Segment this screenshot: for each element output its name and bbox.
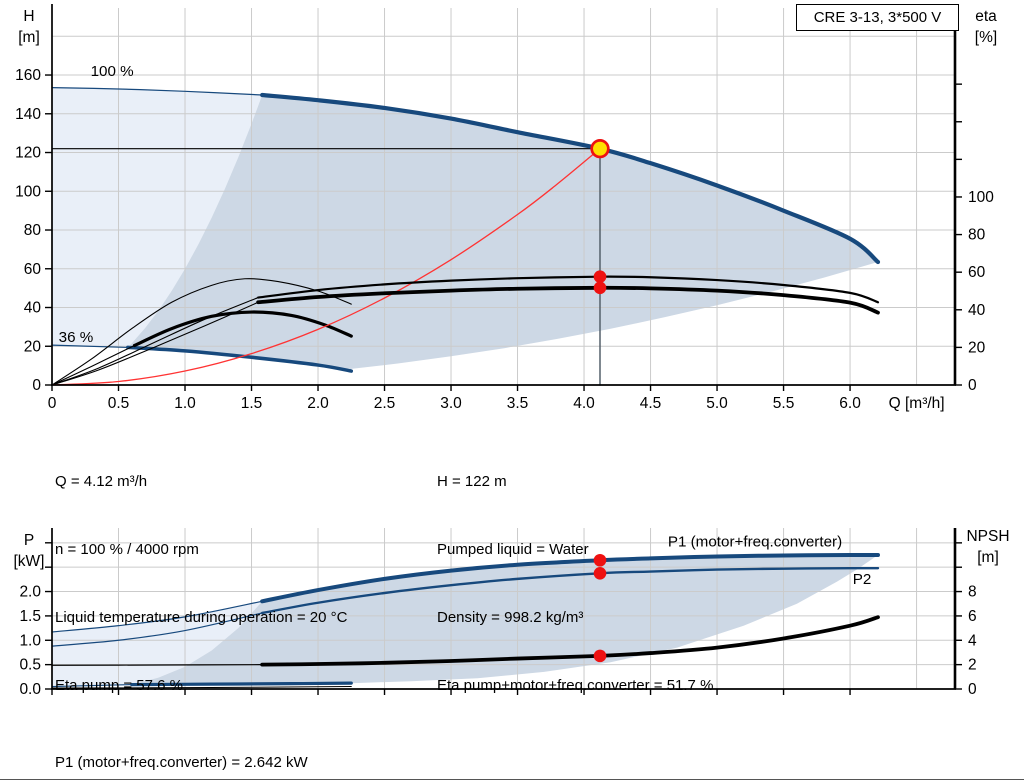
pump-curve-36pct (126, 345, 354, 373)
npsh-right-axis-title: NPSH [m] (956, 526, 1020, 568)
y-left-tick-label: 40 (24, 300, 42, 317)
qh-left-axis-unit: [m] (18, 29, 40, 46)
x-tick-label: 5.0 (706, 395, 728, 412)
npsh-duty-dot (593, 649, 607, 663)
x-tick-label: 6.0 (839, 395, 861, 412)
y-left-tick-label: 1.0 (19, 632, 41, 649)
eta-total-100pct-lead (51, 301, 259, 386)
x-tick-label: 3.0 (440, 395, 462, 412)
duty-info-right: H = 122 m Pumped liquid = Water Density … (437, 426, 713, 742)
y-right-tick-label: 60 (968, 264, 986, 281)
speed-36pct-label: 36 % (59, 329, 94, 346)
qh-right-axis-title: eta [%] (962, 6, 1010, 48)
qh-left-axis-symbol: H (23, 8, 35, 25)
y-left-tick-label: 60 (24, 261, 42, 278)
qh-left-axis-title: H [m] (8, 6, 50, 48)
y-left-tick-label: 120 (15, 145, 41, 162)
y-left-tick-label: 0.0 (19, 681, 41, 698)
info-line-head: H = 122 m (437, 473, 507, 491)
y-right-tick-label: 6 (968, 608, 977, 625)
y-right-tick-label: 2 (968, 657, 977, 674)
info-line-speed: n = 100 % / 4000 rpm (55, 540, 199, 558)
y-right-tick-label: 0 (968, 681, 977, 698)
y-left-tick-label: 100 (15, 183, 41, 200)
y-right-tick-label: 100 (968, 189, 994, 206)
power-npsh-chart: 0.0 0.5 1.0 1.5 2.0 0 2 4 6 8 P1 (motor+freq.conve… (19, 528, 977, 698)
eta-total-36pct-lead (51, 344, 136, 386)
npsh-right-axis-unit: [m] (977, 549, 999, 566)
y-right-tick-label: 8 (968, 584, 977, 601)
npsh-right-axis-symbol: NPSH (966, 528, 1010, 545)
power-left-axis-symbol: P (23, 532, 35, 549)
info-line-temperature: Liquid temperature during operation = 20… (55, 608, 348, 626)
x-tick-label: 2.0 (307, 395, 329, 412)
eta-total-36pct (132, 310, 353, 348)
power-left-axis-unit: [kW] (13, 553, 45, 570)
eta-pump-duty-dot (593, 270, 607, 283)
pump-curve-36pct-lead (51, 344, 129, 349)
y-right-tick-label: 0 (968, 377, 977, 394)
info-line-q: Q = 4.12 m³/h (55, 473, 148, 491)
p-36pct (130, 681, 353, 687)
p2-curve-label: P2 (853, 571, 872, 588)
p1-curve-lead (51, 600, 263, 633)
x-tick-label: 5.5 (773, 395, 795, 412)
npsh-curve-lead (51, 664, 263, 666)
x-tick-label: 3.5 (507, 395, 529, 412)
x-tick-label: 4.5 (640, 395, 662, 412)
pump-curve-100pct-lead (51, 87, 263, 96)
info-line-eta-pump: Eta pump = 57.6 % (55, 676, 183, 694)
qh-right-axis-unit: [%] (974, 29, 998, 46)
x-tick-label: 0.5 (108, 395, 130, 412)
p1-curve-label: P1 (motor+freq.converter) (668, 534, 842, 551)
y-left-tick-label: 0 (32, 377, 41, 394)
y-right-tick-label: 80 (968, 227, 986, 244)
info-line-liquid: Pumped liquid = Water (437, 540, 589, 558)
y-left-tick-label: 20 (24, 338, 42, 355)
p2-curve-lead (51, 612, 263, 647)
x-tick-label: 4.0 (573, 395, 595, 412)
y-right-tick-label: 20 (968, 339, 986, 356)
power-left-axis-title: P [kW] (6, 530, 52, 572)
power-info-block: P1 (motor+freq.converter) = 2.642 kW P2 … (55, 705, 308, 781)
duty-info-left: Q = 4.12 m³/h n = 100 % / 4000 rpm Liqui… (55, 426, 347, 742)
eta-pump-100pct-lead (51, 297, 259, 386)
y-right-tick-label: 4 (968, 632, 977, 649)
speed-100pct-label: 100 % (91, 63, 134, 80)
envelope-dark-area (127, 95, 879, 372)
y-left-tick-label: 1.5 (19, 608, 41, 625)
info-line-density: Density = 998.2 kg/m³ (437, 608, 584, 626)
y-left-tick-label: 2.0 (19, 584, 41, 601)
y-left-tick-label: 140 (15, 106, 41, 123)
y-left-tick-label: 160 (15, 67, 41, 84)
eta-total-duty-dot (593, 281, 607, 295)
info-line-eta-total: Eta pump+motor+freq.converter = 51.7 % (437, 676, 714, 694)
info-line-p1: P1 (motor+freq.converter) = 2.642 kW (55, 754, 308, 771)
y-right-tick-label: 40 (968, 302, 986, 319)
p1-duty-dot (593, 553, 607, 567)
p2-duty-dot (593, 566, 607, 580)
y-left-tick-label: 0.5 (19, 657, 41, 674)
y-left-tick-label: 80 (24, 222, 42, 239)
x-tick-label: 1.5 (241, 395, 263, 412)
duty-point[interactable] (590, 138, 610, 159)
x-tick-label: 2.5 (374, 395, 396, 412)
p-36pct-lead (51, 684, 133, 688)
chart-title: CRE 3-13, 3*500 V (813, 9, 942, 26)
x-axis-unit-label: Q [m³/h] (889, 395, 945, 412)
system-curve (51, 148, 601, 386)
chart-title-box: CRE 3-13, 3*500 V (796, 4, 959, 31)
x-tick-label: 1.0 (174, 395, 196, 412)
eta-pump-36pct (51, 278, 352, 386)
p-36pct-black-lead (51, 686, 352, 689)
x-tick-label: 0 (48, 395, 57, 412)
qh-right-axis-symbol: eta (975, 8, 997, 25)
qh-chart: 0 0.5 1.0 1.5 2.0 2.5 3.0 3.5 4.0 4.5 5.0 5.5 6.0 0 20… (15, 4, 994, 412)
page-bottom-divider (0, 779, 1024, 780)
